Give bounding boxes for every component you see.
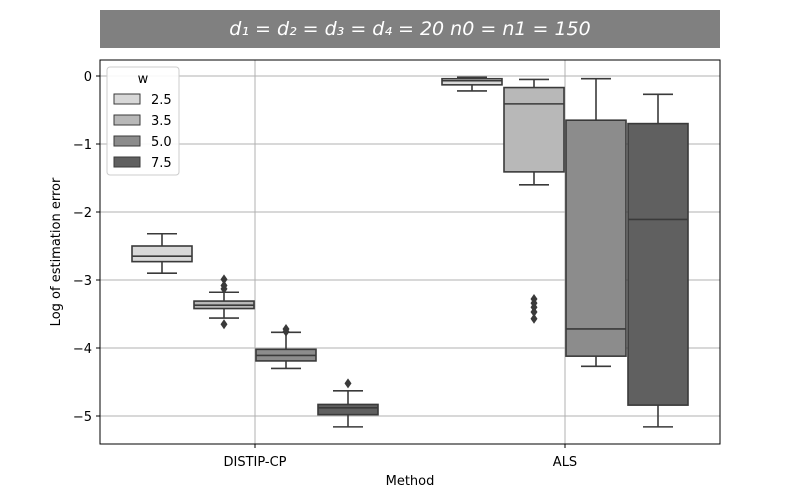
box-2.5-ALS <box>441 76 503 92</box>
outlier-point <box>530 313 538 324</box>
legend-label: 5.0 <box>151 135 172 150</box>
x-tick-label: ALS <box>553 455 577 470</box>
box-body <box>503 86 565 173</box>
legend-swatch <box>113 156 141 168</box>
box-7.5-DISTIP-CP <box>317 378 379 428</box>
y-tick-label: −5 <box>73 410 92 425</box>
outlier-point <box>220 319 228 330</box>
y-tick-label: −3 <box>73 274 92 289</box>
legend-items: 2.5 3.5 5.0 7.5 <box>113 93 172 171</box>
legend-swatch <box>113 114 141 126</box>
box-body <box>317 403 379 416</box>
box-3.5-DISTIP-CP <box>193 274 255 330</box>
legend-swatch <box>113 135 141 147</box>
y-tick-label: 0 <box>84 70 92 85</box>
y-tick-label: −1 <box>73 138 92 153</box>
legend-label: 7.5 <box>151 156 172 171</box>
box-5.0-DISTIP-CP <box>255 323 317 370</box>
legend-title: w <box>138 72 149 87</box>
box-body <box>565 119 627 357</box>
legend-label: 2.5 <box>151 93 172 108</box>
box-5.0-ALS <box>565 77 627 368</box>
plot-frame <box>99 59 721 445</box>
chart-title: d₁ = d₂ = d₃ = d₄ = 20 n0 = n1 = 150 <box>229 18 590 40</box>
x-axis-label: Method <box>386 474 435 489</box>
y-tick-label: −4 <box>73 342 92 357</box>
legend-swatch <box>113 93 141 105</box>
title-band <box>100 10 720 48</box>
outlier-point <box>530 306 538 317</box>
y-axis-label: Log of estimation error <box>49 177 64 326</box>
box-2.5-DISTIP-CP <box>131 232 193 275</box>
legend: w 2.5 3.5 5.0 7.5 <box>106 66 180 176</box>
y-tick-label: −2 <box>73 206 92 221</box>
y-axis-ticks: 0 −1 −2 −3 −4 −5 <box>73 70 100 425</box>
x-tick-label: DISTIP-CP <box>223 455 286 470</box>
box-body <box>131 245 193 263</box>
legend-label: 3.5 <box>151 114 172 129</box>
outlier-point <box>282 326 290 337</box>
box-body <box>441 77 503 86</box>
outlier-point <box>220 283 228 294</box>
box-body <box>627 122 689 406</box>
outlier-point <box>344 378 352 389</box>
x-axis-ticks: DISTIP-CP ALS <box>223 444 577 470</box>
box-7.5-ALS <box>627 93 689 428</box>
boxes <box>131 76 689 428</box>
outlier-point <box>220 274 228 285</box>
box-3.5-ALS <box>503 78 565 324</box>
